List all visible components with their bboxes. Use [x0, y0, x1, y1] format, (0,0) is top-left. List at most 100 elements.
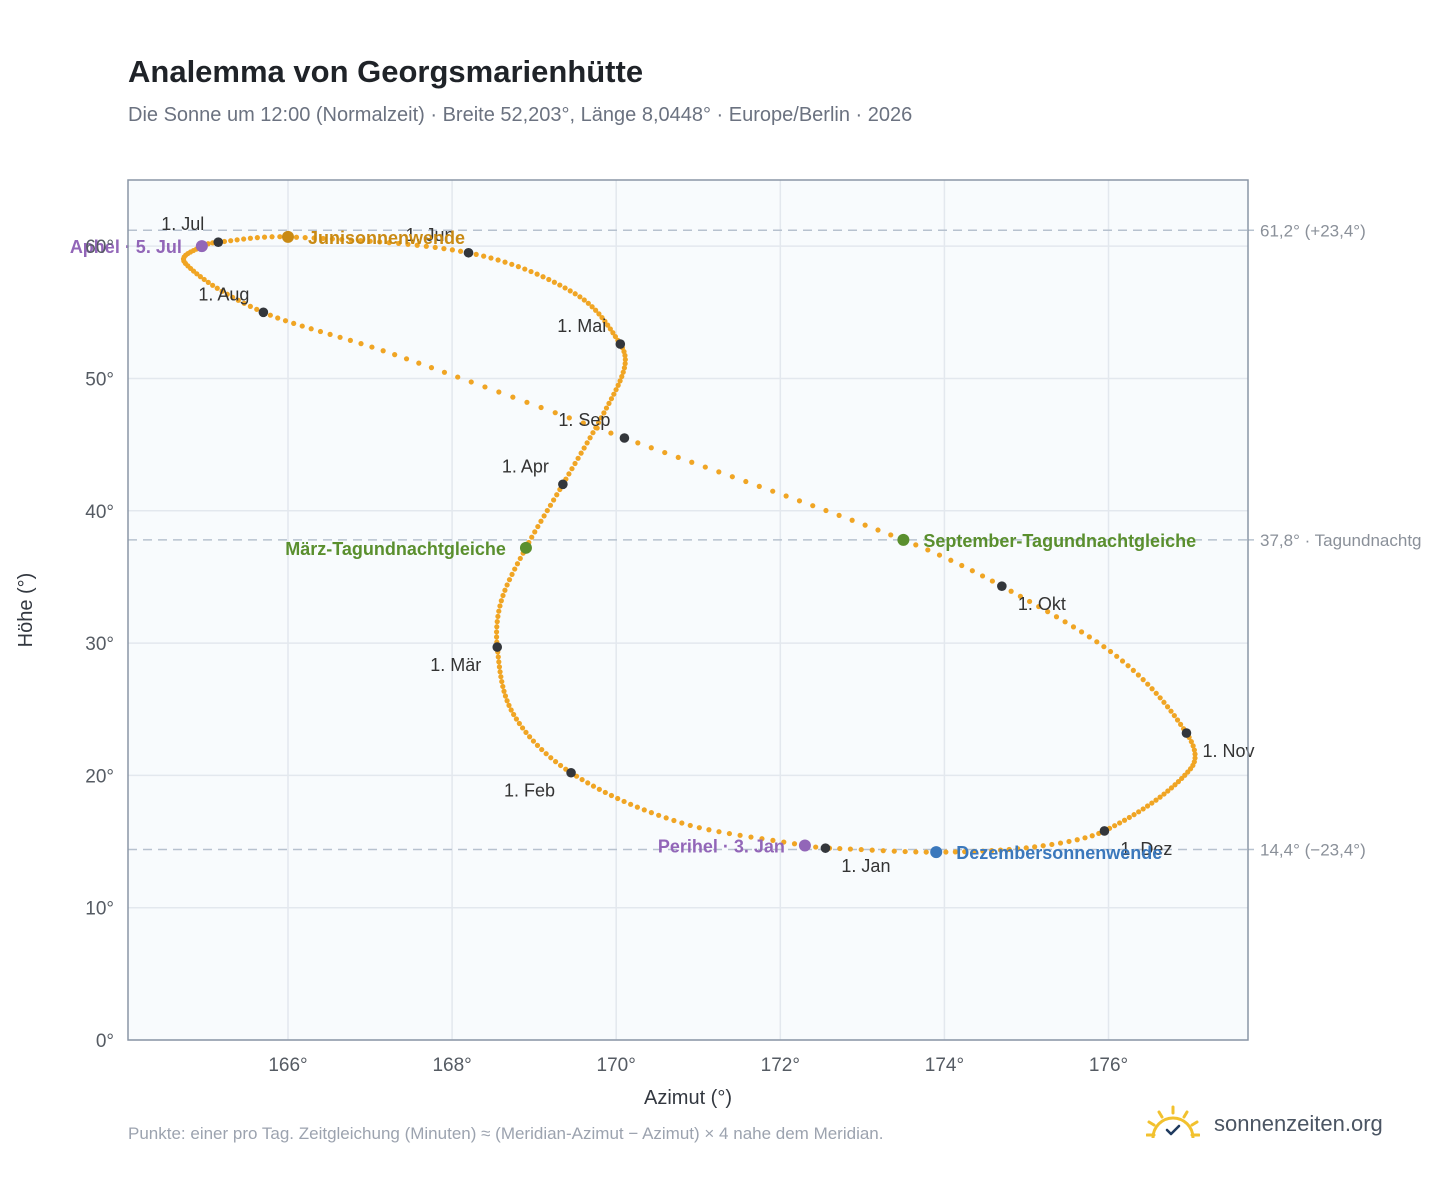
daily-sun-point — [205, 279, 211, 285]
x-tick-label: 166° — [268, 1055, 307, 1076]
daily-sun-point — [522, 266, 528, 272]
brand-name: sonnenzeiten.org — [1214, 1111, 1383, 1136]
daily-sun-point — [247, 303, 253, 309]
daily-sun-point — [1168, 785, 1175, 791]
daily-sun-point — [247, 235, 253, 241]
daily-sun-point — [269, 234, 275, 240]
daily-sun-point — [311, 235, 317, 241]
daily-sun-point — [224, 291, 230, 297]
daily-sun-point — [989, 578, 995, 584]
daily-sun-point — [504, 582, 510, 588]
daily-sun-point — [1131, 812, 1137, 818]
daily-sun-point — [547, 502, 554, 508]
daily-sun-point — [706, 827, 712, 833]
daily-sun-point — [508, 707, 514, 713]
daily-sun-point — [512, 566, 518, 572]
month-markers: 1. Jan 1. Feb 1. Mär 1. Apr 1. Mai 1. Jun 1. J… — [161, 214, 1254, 876]
daily-sun-point — [611, 391, 617, 397]
daily-sun-point — [261, 234, 268, 240]
daily-sun-point — [584, 440, 590, 446]
chart-subtitle: Die Sonne um 12:00 (Normalzeit) · Breite… — [128, 104, 913, 126]
daily-sun-point — [347, 337, 353, 343]
daily-sun-point — [317, 328, 324, 335]
daily-sun-point — [1161, 791, 1167, 797]
daily-sun-point — [541, 513, 547, 519]
daily-sun-point — [716, 469, 722, 475]
brand-link[interactable]: sonnenzeiten.org — [1145, 1102, 1383, 1146]
daily-sun-point — [367, 238, 373, 244]
daily-sun-point — [1015, 846, 1021, 852]
daily-sun-point — [601, 410, 607, 416]
daily-sun-point — [791, 841, 798, 847]
daily-sun-point — [457, 248, 464, 254]
daily-sun-point — [989, 848, 995, 854]
daily-sun-point — [214, 285, 220, 291]
x-tick-label: 168° — [432, 1055, 471, 1076]
daily-sun-point — [599, 314, 605, 321]
daily-sun-point — [810, 503, 816, 509]
daily-sun-point — [593, 307, 599, 313]
daily-sun-point — [552, 410, 558, 416]
daily-sun-point — [455, 374, 461, 380]
daily-sun-point — [228, 238, 234, 244]
daily-sun-point — [1117, 820, 1123, 826]
daily-sun-point — [1006, 846, 1012, 853]
daily-sun-point — [497, 669, 503, 675]
daily-sun-point — [502, 693, 509, 699]
daily-sun-point — [416, 360, 422, 366]
daily-sun-point — [635, 440, 641, 446]
daily-sun-point — [210, 282, 216, 288]
daily-sun-point — [1192, 751, 1198, 757]
daily-sun-point — [585, 780, 591, 786]
daily-sun-point — [500, 683, 506, 690]
daily-sun-point — [1023, 845, 1029, 851]
daily-sun-point — [1094, 639, 1100, 645]
daily-sun-point — [1101, 644, 1107, 650]
daily-sun-point — [581, 445, 587, 451]
daily-sun-point — [615, 795, 621, 802]
daily-sun-point — [572, 460, 578, 467]
daily-sun-point — [510, 394, 516, 400]
daily-sun-point — [551, 279, 557, 285]
y-tick-label: 30° — [85, 634, 114, 655]
daily-sun-point — [497, 603, 503, 609]
daily-sun-point — [403, 356, 410, 362]
daily-sun-point — [552, 759, 559, 765]
daily-sun-point — [869, 847, 875, 853]
daily-sun-point — [509, 571, 515, 577]
daily-sun-point — [1190, 743, 1196, 749]
month-label: 1. Apr — [502, 456, 549, 476]
daily-sun-point — [662, 449, 668, 456]
event-label: Junisonnenwende — [308, 228, 465, 248]
daily-sun-point — [473, 251, 479, 257]
daily-sun-point — [913, 849, 919, 855]
daily-sun-point — [743, 478, 749, 485]
daily-sun-point — [377, 239, 383, 245]
daily-sun-point — [1182, 772, 1188, 778]
daily-sun-point — [1126, 814, 1132, 821]
daily-sun-point — [590, 430, 596, 436]
daily-sun-point — [607, 326, 613, 332]
daily-sun-point — [608, 792, 615, 799]
daily-sun-point — [562, 285, 568, 291]
daily-sun-point — [1179, 775, 1185, 782]
daily-sun-point — [566, 471, 572, 477]
daily-sun-point — [432, 244, 438, 251]
event-marker — [897, 533, 910, 546]
daily-sun-point — [441, 246, 447, 252]
daily-sun-point — [337, 334, 343, 340]
daily-sun-point — [405, 241, 411, 247]
daily-sun-point — [1107, 648, 1114, 655]
daily-sun-point — [500, 592, 506, 599]
daily-sun-point — [1175, 779, 1182, 785]
reference-line-label: 37,8° · Tagundnachtg — [1260, 531, 1422, 550]
daily-sun-point — [923, 849, 929, 855]
event-marker — [798, 839, 811, 852]
daily-sun-point — [1149, 800, 1155, 806]
daily-sun-point — [590, 783, 597, 789]
event-label: Perihel · 3. Jan — [658, 837, 785, 857]
daily-sun-point — [572, 291, 578, 297]
daily-sun-point — [596, 311, 602, 317]
daily-sun-point — [610, 330, 616, 336]
daily-sun-point — [513, 716, 519, 722]
